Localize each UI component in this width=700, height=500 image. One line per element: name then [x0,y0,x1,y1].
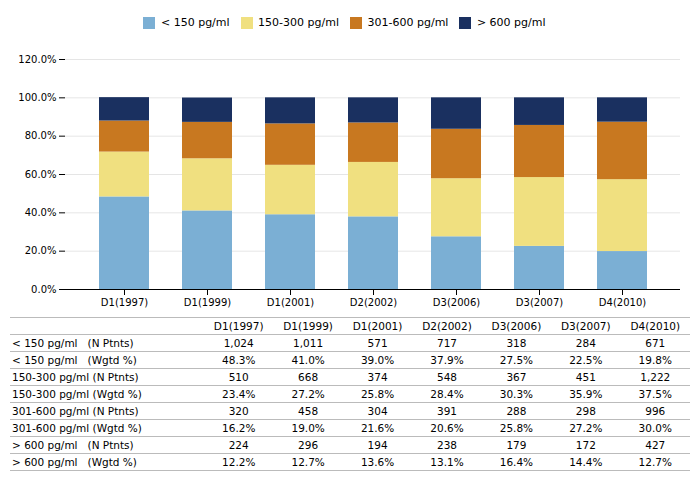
html-text:374: 374 [367,370,388,383]
html-text:D1(1997): D1(1997) [213,319,264,332]
html-text:D1(1999): D1(1999) [283,319,333,332]
svg-text:D2(2002): D2(2002) [350,296,397,307]
html-text:25.8%: 25.8% [499,421,534,434]
html-text:16.4%: 16.4% [499,455,534,468]
html-text:194: 194 [367,438,388,451]
html-text:21.6%: 21.6% [360,421,395,434]
html-text:996: 996 [645,404,666,417]
html-text:301-600 pg/ml (N Ptnts): 301-600 pg/ml (N Ptnts) [12,404,139,417]
svg-text:D1(1999): D1(1999) [184,296,231,307]
html-text:D2(2002): D2(2002) [422,319,472,332]
svg-text:D1(1997): D1(1997) [101,296,148,307]
html-text:12.2%: 12.2% [222,455,256,468]
html-text:172: 172 [575,438,596,451]
html-text:25.8%: 25.8% [360,387,395,400]
html-text:< 150 pg/ml (N Ptnts): < 150 pg/ml (N Ptnts) [12,336,134,349]
html-text:16.2%: 16.2% [222,421,256,434]
html-text:30.3%: 30.3% [499,387,534,400]
html-text:19.0%: 19.0% [291,421,325,434]
html-text:27.5%: 27.5% [499,353,534,366]
html-text:19.8%: 19.8% [638,353,672,366]
html-text:12.7%: 12.7% [638,455,672,468]
html-text:48.3%: 48.3% [222,353,256,366]
svg-text:D3(2006): D3(2006) [433,296,480,307]
html-text:320: 320 [228,404,249,417]
html-text:37.9%: 37.9% [430,353,464,366]
svg-text:D4(2010): D4(2010) [599,296,646,307]
html-text:671: 671 [645,336,666,349]
html-text:> 600 pg/ml (N Ptnts): > 600 pg/ml (N Ptnts) [12,438,134,451]
html-text:510: 510 [228,370,249,383]
html-text:> 600 pg/ml: > 600 pg/ml [476,16,546,29]
svg-text:20.0%: 20.0% [25,245,57,256]
html-text:238: 238 [437,438,457,451]
html-text:150-300 pg/ml: 150-300 pg/ml [258,16,339,29]
html-text:1,222: 1,222 [640,370,671,383]
html-text:284: 284 [575,336,596,349]
html-text:1,024: 1,024 [223,336,254,349]
html-text:< 150 pg/ml: < 150 pg/ml [160,16,230,29]
html-text:13.6%: 13.6% [360,455,395,468]
html-text:< 150 pg/ml (Wgtd %): < 150 pg/ml (Wgtd %) [12,353,137,366]
html-text:224: 224 [228,438,249,451]
svg-text:40.0%: 40.0% [25,207,57,218]
html-text:37.5%: 37.5% [638,387,672,400]
svg-text:120.0%: 120.0% [18,53,56,64]
html-text:39.0%: 39.0% [360,353,395,366]
html-text:304: 304 [367,404,388,417]
html-text:27.2%: 27.2% [569,421,603,434]
html-text:D3(2006): D3(2006) [491,319,542,332]
html-text:27.2%: 27.2% [291,387,325,400]
html-text:D1(2001): D1(2001) [352,319,403,332]
html-text:179: 179 [506,438,527,451]
html-text:717: 717 [437,336,457,349]
html-text:150-300 pg/ml (Wgtd %): 150-300 pg/ml (Wgtd %) [12,387,142,400]
html-text:D3(2007): D3(2007) [561,319,611,332]
html-text:D4(2010): D4(2010) [630,319,681,332]
svg-text:D3(2007): D3(2007) [516,296,563,307]
svg-text:80.0%: 80.0% [25,130,57,141]
html-text:14.4%: 14.4% [569,455,603,468]
html-text:301-600 pg/ml: 301-600 pg/ml [367,16,449,29]
html-text:548: 548 [437,370,457,383]
html-text:451: 451 [575,370,596,383]
svg-text:100.0%: 100.0% [18,92,56,103]
html-text:301-600 pg/ml (Wgtd %): 301-600 pg/ml (Wgtd %) [12,421,142,434]
html-text:318: 318 [506,336,527,349]
html-text:1,011: 1,011 [293,336,324,349]
html-text:150-300 pg/ml (N Ptnts): 150-300 pg/ml (N Ptnts) [12,370,139,383]
html-text:> 600 pg/ml (Wgtd %): > 600 pg/ml (Wgtd %) [12,455,137,468]
svg-text:D1(2001): D1(2001) [267,296,314,307]
html-text:298: 298 [575,404,596,417]
html-text:35.9%: 35.9% [569,387,603,400]
html-text:12.7%: 12.7% [291,455,325,468]
html-text:296: 296 [298,438,319,451]
html-text:41.0%: 41.0% [291,353,325,366]
html-text:20.6%: 20.6% [430,421,464,434]
svg-text:60.0%: 60.0% [25,168,57,179]
svg-text:0.0%: 0.0% [31,283,56,294]
html-text:458: 458 [298,404,319,417]
html-text:571: 571 [367,336,388,349]
html-text:391: 391 [437,404,457,417]
html-text:22.5%: 22.5% [569,353,603,366]
html-text:288: 288 [506,404,527,417]
html-text:367: 367 [506,370,527,383]
html-text:23.4%: 23.4% [222,387,256,400]
html-text:668: 668 [298,370,319,383]
html-text:28.4%: 28.4% [430,387,464,400]
html-text:30.0%: 30.0% [638,421,672,434]
html-text:13.1%: 13.1% [430,455,464,468]
html-text:427: 427 [645,438,666,451]
